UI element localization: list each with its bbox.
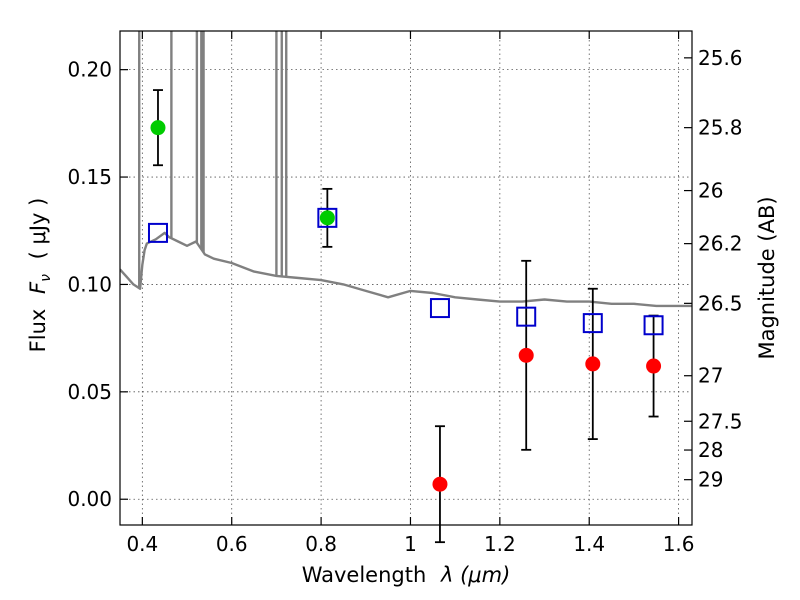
x-tick-label: 1 [404, 532, 417, 556]
model-photometry-square [516, 306, 537, 327]
y-axis-label-unit: ( μJy ) [26, 198, 50, 260]
model-layer [120, 31, 692, 308]
x-tick-label: 1.2 [484, 532, 516, 556]
x-tick-label: 0.6 [216, 532, 248, 556]
y-axis-label-symbol: F [26, 281, 50, 294]
right-tick-label: 26.5 [698, 291, 743, 315]
right-tick-label: 27 [698, 364, 723, 388]
red-data-point [432, 476, 448, 492]
model-spectrum-line [120, 231, 692, 308]
plot-frame [119, 30, 693, 526]
model-photometry-square [147, 222, 168, 243]
right-axis-label: Magnitude (AB) [755, 196, 779, 359]
red-data-point [585, 356, 601, 372]
y-axis-label: Flux Fν ( μJy ) [26, 198, 55, 353]
green-data-point [319, 210, 335, 226]
red-data-point [646, 358, 662, 374]
model-photometry-square [429, 298, 450, 319]
model-photometry-square [582, 313, 603, 334]
points-layer [147, 89, 664, 544]
x-axis-label: Wavelength λ (μm) [302, 563, 511, 587]
y-tick-label: 0.15 [67, 165, 112, 189]
y-axis-label-text: Flux [26, 309, 50, 353]
ticks-layer: 0.4 0.6 0.8 1 1.2 1.4 1.6 0.00 0.05 0.10 0.15 0.20 2… [67, 31, 743, 556]
y-tick-label: 0.05 [67, 380, 112, 404]
x-tick-label: 1.4 [573, 532, 605, 556]
right-tick-label: 29 [698, 468, 723, 492]
x-tick-label: 0.8 [305, 532, 337, 556]
right-tick-label: 25.8 [698, 116, 743, 140]
y-tick-label: 0.10 [67, 272, 112, 296]
right-tick-label: 26 [698, 179, 723, 203]
x-axis-label-math: λ (μm) [440, 563, 510, 587]
x-tick-label: 1.6 [663, 532, 695, 556]
right-tick-label: 25.6 [698, 46, 743, 70]
x-axis-label-text: Wavelength [302, 563, 427, 587]
y-tick-label: 0.20 [67, 58, 112, 82]
right-tick-label: 26.2 [698, 232, 743, 256]
y-axis-label-sub: ν [38, 274, 54, 282]
model-photometry-square [643, 315, 664, 336]
grid-layer [120, 31, 692, 525]
y-tick-label: 0.00 [67, 487, 112, 511]
red-data-point [518, 347, 534, 363]
x-tick-label: 0.4 [126, 532, 158, 556]
right-tick-label: 28 [698, 438, 723, 462]
right-tick-label: 27.5 [698, 409, 743, 433]
model-photometry-square [317, 207, 338, 228]
green-data-point [150, 120, 166, 136]
